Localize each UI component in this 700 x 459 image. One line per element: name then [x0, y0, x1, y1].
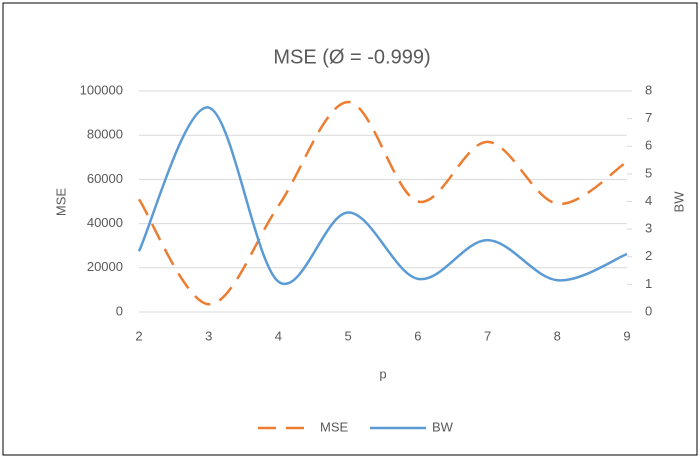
y2-tick-label: 7	[645, 110, 652, 125]
y-tick-label: 100000	[80, 82, 123, 97]
y2-tick-label: 6	[645, 138, 652, 153]
chart-title: MSE (Ø = -0.999)	[273, 46, 430, 68]
line-1	[137, 106, 628, 286]
y-tick-label: 40000	[87, 215, 123, 230]
y-tick-label: 60000	[87, 171, 123, 186]
x-tick-label: 3	[205, 328, 212, 343]
y2-tick-label: 2	[645, 248, 652, 263]
y2-tick-label: 3	[645, 221, 652, 236]
y2-axis-title: BW	[671, 191, 686, 213]
y2-tick-label: 8	[645, 82, 652, 97]
x-tick-label: 2	[135, 328, 142, 343]
x-tick-label: 6	[414, 328, 421, 343]
y2-tick-label: 4	[645, 193, 652, 208]
x-tick-label: 7	[484, 328, 491, 343]
y-tick-label: 20000	[87, 259, 123, 274]
y2-tick-label: 0	[645, 303, 652, 318]
y2-tick-label: 1	[645, 276, 652, 291]
y-axis-title: MSE	[53, 188, 68, 217]
line-0	[137, 100, 628, 306]
x-tick-label: 8	[554, 328, 561, 343]
y-tick-label: 0	[116, 303, 123, 318]
x-axis-title: p	[379, 366, 386, 381]
x-tick-label: 4	[275, 328, 282, 343]
x-tick-label: 9	[623, 328, 630, 343]
y-tick-label: 80000	[87, 127, 123, 142]
y2-tick-label: 5	[645, 165, 652, 180]
x-tick-label: 5	[345, 328, 352, 343]
legend-label: BW	[432, 419, 454, 434]
legend-label: MSE	[320, 419, 349, 434]
